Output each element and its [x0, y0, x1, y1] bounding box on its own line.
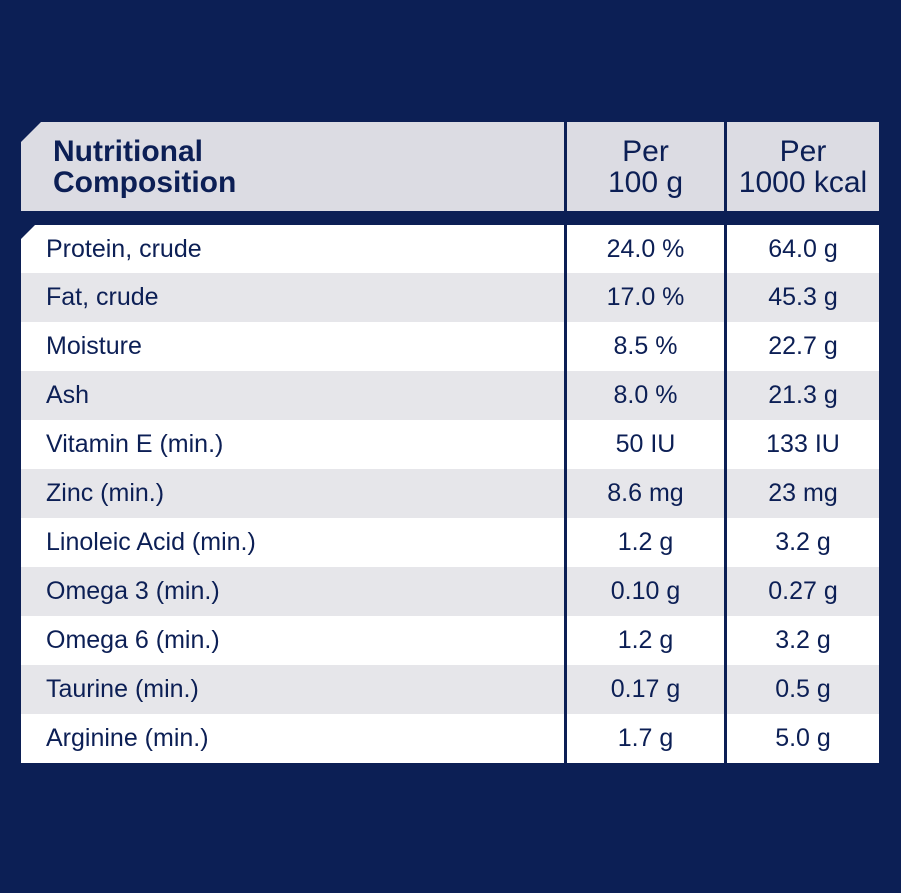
nutrient-name-cell: Taurine (min.) — [21, 665, 564, 714]
header-col1-line1: Per — [622, 135, 669, 168]
nutrient-name-column: Protein, crude Fat, crude Moisture Ash Vitam… — [21, 225, 564, 763]
per-1000kcal-value-cell: 64.0 g — [727, 225, 879, 273]
per-100g-value-cell: 8.6 mg — [567, 469, 724, 518]
per-100g-value-cell: 17.0 % — [567, 273, 724, 322]
table-body: Protein, crude Fat, crude Moisture Ash Vitam… — [21, 225, 879, 763]
per-1000kcal-value-cell: 23 mg — [727, 469, 879, 518]
per-100g-column: 24.0 % 17.0 % 8.5 % 8.0 % 50 IU 8.6 mg 1.2 g 0.… — [567, 225, 724, 763]
nutrition-table: Nutritional Composition Per 100 g Per 10… — [21, 122, 879, 763]
per-1000kcal-value-cell: 22.7 g — [727, 322, 879, 371]
table-header: Nutritional Composition Per 100 g Per 10… — [21, 122, 879, 211]
per-1000kcal-value-cell: 0.5 g — [727, 665, 879, 714]
header-col2-line2: 1000 kcal — [738, 166, 868, 199]
per-100g-value-cell: 0.10 g — [567, 567, 724, 616]
nutrient-name-cell: Ash — [21, 371, 564, 420]
per-100g-value-cell: 1.7 g — [567, 714, 724, 763]
nutrient-name-cell: Arginine (min.) — [21, 714, 564, 763]
per-1000kcal-value-cell: 21.3 g — [727, 371, 879, 420]
header-label-line2: Composition — [53, 166, 237, 199]
per-100g-value-cell: 8.5 % — [567, 322, 724, 371]
per-100g-value-cell: 50 IU — [567, 420, 724, 469]
header-label-line1: Nutritional — [53, 135, 203, 168]
nutrient-name-cell: Vitamin E (min.) — [21, 420, 564, 469]
header-col2-line1: Per — [779, 135, 827, 168]
nutrient-name-cell: Zinc (min.) — [21, 469, 564, 518]
per-100g-value-cell: 8.0 % — [567, 371, 724, 420]
nutrient-name-cell: Protein, crude — [21, 225, 564, 273]
header-per-100g: Per 100 g — [567, 122, 724, 211]
per-100g-value-cell: 1.2 g — [567, 616, 724, 665]
header-col1-line2: 100 g — [607, 166, 684, 199]
header-per-1000kcal: Per 1000 kcal — [727, 122, 879, 211]
nutrient-name-cell: Omega 3 (min.) — [21, 567, 564, 616]
per-1000kcal-value-cell: 45.3 g — [727, 273, 879, 322]
per-1000kcal-column: 64.0 g 45.3 g 22.7 g 21.3 g 133 IU 23 mg 3.2 g… — [727, 225, 879, 763]
header-label-nutritional-composition: Nutritional Composition — [21, 122, 564, 211]
per-1000kcal-value-cell: 133 IU — [727, 420, 879, 469]
per-1000kcal-value-cell: 0.27 g — [727, 567, 879, 616]
per-100g-value-cell: 24.0 % — [567, 225, 724, 273]
nutrient-name-cell: Omega 6 (min.) — [21, 616, 564, 665]
per-1000kcal-value-cell: 5.0 g — [727, 714, 879, 763]
nutrient-name-cell: Linoleic Acid (min.) — [21, 518, 564, 567]
nutrient-name-cell: Moisture — [21, 322, 564, 371]
nutrient-name-cell: Fat, crude — [21, 273, 564, 322]
per-100g-value-cell: 1.2 g — [567, 518, 724, 567]
per-100g-value-cell: 0.17 g — [567, 665, 724, 714]
per-1000kcal-value-cell: 3.2 g — [727, 616, 879, 665]
per-1000kcal-value-cell: 3.2 g — [727, 518, 879, 567]
